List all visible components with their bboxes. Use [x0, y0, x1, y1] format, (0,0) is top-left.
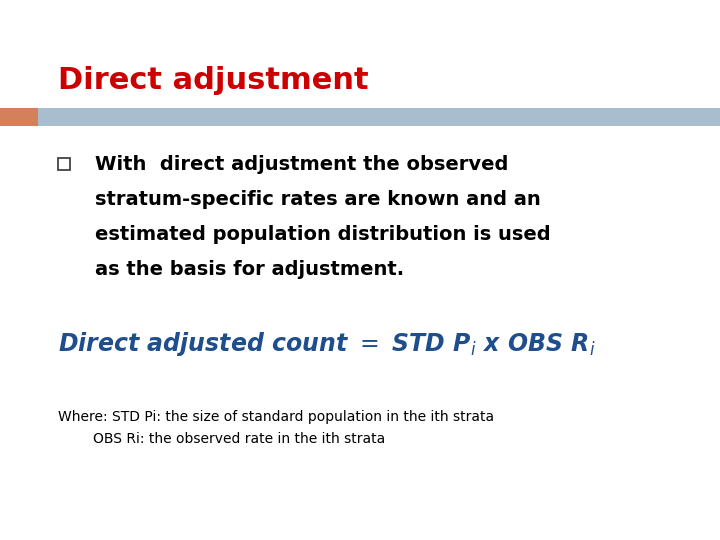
- Bar: [58, 158, 70, 170]
- Text: Direct adjustment: Direct adjustment: [58, 66, 369, 95]
- Bar: [38, 108, 720, 126]
- Text: Direct adjusted count $=$ STD P$_i$ x OBS R$_i$: Direct adjusted count $=$ STD P$_i$ x OB…: [58, 330, 595, 358]
- Text: stratum-specific rates are known and an: stratum-specific rates are known and an: [95, 190, 541, 209]
- Text: Where: STD Pi: the size of standard population in the ith strata: Where: STD Pi: the size of standard popu…: [58, 410, 494, 424]
- Text: estimated population distribution is used: estimated population distribution is use…: [95, 225, 551, 244]
- Text: With  direct adjustment the observed: With direct adjustment the observed: [95, 155, 508, 174]
- Text: as the basis for adjustment.: as the basis for adjustment.: [95, 260, 404, 279]
- Bar: [0, 108, 38, 126]
- Text: OBS Ri: the observed rate in the ith strata: OBS Ri: the observed rate in the ith str…: [58, 432, 385, 446]
